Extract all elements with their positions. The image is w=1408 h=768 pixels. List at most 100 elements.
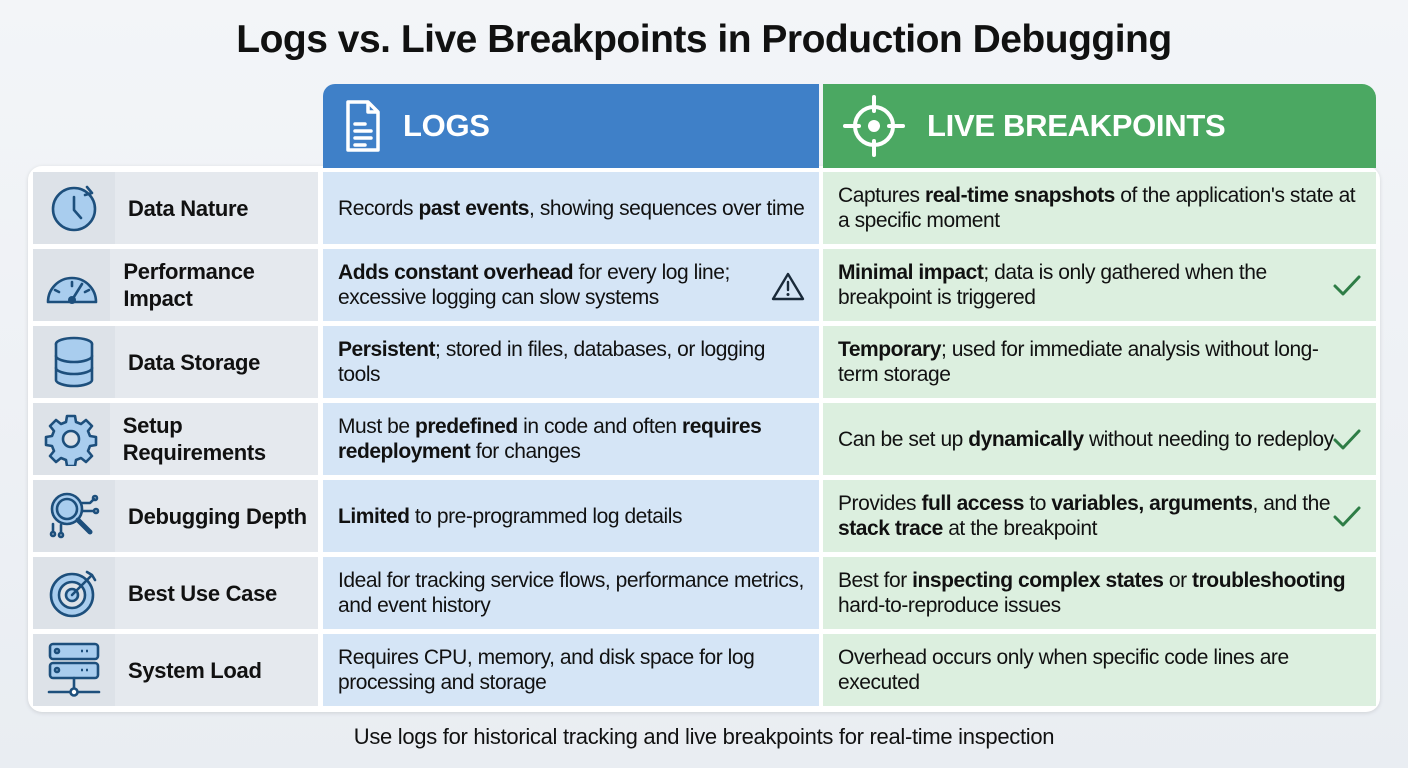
text-segment: ; stored in files, databases, or logging… [338, 338, 765, 386]
logs-cell: Requires CPU, memory, and disk space for… [323, 634, 819, 706]
text-segment: for every log line; excessive logging ca… [338, 261, 730, 309]
highlighted-text: stack trace [838, 517, 943, 540]
text-segment: to [1023, 492, 1052, 515]
live-cell: Temporary; used for immediate analysis w… [823, 326, 1376, 398]
text-segment: hard-to-reproduce issues [838, 594, 1061, 617]
highlighted-text: Adds constant overhead [338, 261, 574, 284]
document-icon [346, 100, 380, 152]
logs-cell: Limited to pre-programmed log details [323, 480, 819, 552]
logs-description: Records past events, showing sequences o… [338, 196, 805, 221]
live-description: Can be set up dynamically without needin… [838, 427, 1334, 452]
highlighted-text: variables, arguments [1051, 492, 1253, 515]
warning-icon [771, 271, 805, 307]
text-segment: Records [338, 196, 419, 220]
logs-description: Ideal for tracking service flows, perfor… [338, 568, 808, 618]
live-cell: Minimal impact; data is only gathered wh… [823, 249, 1376, 321]
row-label-cell: Performance Impact [33, 249, 318, 321]
live-cell: Overhead occurs only when specific code … [823, 634, 1376, 706]
footer-caption: Use logs for historical tracking and liv… [353, 724, 1055, 749]
row-label-cell: Setup Requirements [33, 403, 318, 475]
row-label-cell: Debugging Depth [33, 480, 318, 552]
table-row-data-nature: Data Nature Records past events, showing … [33, 172, 1376, 244]
text-segment: Overhead occurs only when specific code … [838, 646, 1289, 694]
live-description: Minimal impact; data is only gathered wh… [838, 260, 1358, 310]
live-description: Best for inspecting complex states or tr… [838, 568, 1358, 618]
highlighted-text: real-time snapshots [925, 184, 1115, 207]
text-segment: ; used for immediate analysis without lo… [838, 338, 1319, 386]
logs-description: Persistent; stored in files, databases, … [338, 337, 808, 387]
text-segment: for changes [470, 440, 581, 463]
logs-cell: Persistent; stored in files, databases, … [323, 326, 819, 398]
live-cell: Captures real-time snapshots of the appl… [823, 172, 1376, 244]
text-segment: Requires CPU, memory, and disk space for… [338, 646, 755, 694]
highlighted-text: full access [921, 492, 1025, 515]
text-segment: or [1163, 569, 1193, 592]
logs-description: Must be predefined in code and often req… [338, 414, 808, 464]
live-description: Captures real-time snapshots of the appl… [838, 183, 1358, 233]
highlighted-text: past events [418, 196, 530, 220]
highlighted-text: Limited [338, 504, 410, 528]
live-cell: Best for inspecting complex states or tr… [823, 557, 1376, 629]
text-segment: in code and often [517, 415, 683, 438]
highlighted-text: requires redeployment [338, 415, 762, 463]
highlighted-text: Temporary [838, 338, 941, 361]
row-label: Data Nature [128, 195, 249, 221]
row-label: Performance Impact [123, 259, 255, 311]
crosshair-icon [843, 95, 905, 157]
page-title: Logs vs. Live Breakpoints in Production … [236, 18, 1172, 61]
table-row-best-use-case: Best Use Case Ideal for tracking service … [33, 557, 1376, 629]
row-label: Best Use Case [128, 580, 277, 606]
text-segment: Must be [338, 415, 415, 438]
row-label: Debugging Depth [128, 503, 307, 529]
row-label-cell: System Load [33, 634, 318, 706]
text-segment: Best for [838, 569, 913, 592]
text-segment: Ideal for tracking service flows, perfor… [338, 569, 804, 617]
text-segment: to pre-programmed log details [409, 504, 683, 528]
row-label: Data Storage [128, 349, 261, 375]
row-label-cell: Best Use Case [33, 557, 318, 629]
column-header-logs: LOGS [323, 84, 819, 168]
logs-description: Limited to pre-programmed log details [338, 504, 682, 529]
clock-icon [33, 172, 115, 244]
text-segment: Can be set up [838, 427, 969, 451]
column-title-logs: LOGS [403, 108, 490, 143]
highlighted-text: troubleshooting [1192, 569, 1346, 592]
row-label-cell: Data Storage [33, 326, 318, 398]
table-row-performance-impact: Performance Impact Adds constant overhead… [33, 249, 1376, 321]
check-icon [1332, 427, 1362, 459]
table-row-system-load: System Load Requires CPU, memory, and dis… [33, 634, 1376, 706]
live-cell: Provides full access to variables, argum… [823, 480, 1376, 552]
logs-cell: Adds constant overhead for every log lin… [323, 249, 819, 321]
text-segment: without needing to redeploy [1083, 427, 1334, 451]
check-icon [1332, 504, 1362, 536]
highlighted-text: Persistent [338, 338, 436, 361]
speedometer-icon [33, 249, 111, 321]
text-segment: , showing sequences over time [529, 196, 805, 220]
text-segment: , and the [1252, 492, 1331, 515]
column-title-live-breakpoints: LIVE BREAKPOINTS [927, 108, 1226, 143]
logs-cell: Ideal for tracking service flows, perfor… [323, 557, 819, 629]
text-segment: of the application's state at a specific… [838, 184, 1356, 232]
highlighted-text: predefined [414, 415, 518, 438]
table-row-setup-requirements: Setup Requirements Must be predefined in … [33, 403, 1376, 475]
logs-description: Adds constant overhead for every log lin… [338, 260, 808, 310]
live-description: Temporary; used for immediate analysis w… [838, 337, 1358, 387]
live-cell: Can be set up dynamically without needin… [823, 403, 1376, 475]
target-icon [33, 557, 115, 629]
table-row-data-storage: Data Storage Persistent; stored in files,… [33, 326, 1376, 398]
live-description: Provides full access to variables, argum… [838, 491, 1358, 541]
logs-cell: Records past events, showing sequences o… [323, 172, 819, 244]
logs-cell: Must be predefined in code and often req… [323, 403, 819, 475]
database-icon [33, 326, 115, 398]
highlighted-text: dynamically [968, 427, 1084, 451]
text-segment: at the breakpoint [942, 517, 1097, 540]
live-description: Overhead occurs only when specific code … [838, 645, 1358, 695]
column-header-live-breakpoints: LIVE BREAKPOINTS [823, 84, 1376, 168]
table-row-debugging-depth: Debugging Depth Limited to pre-programmed… [33, 480, 1376, 552]
row-label: System Load [128, 657, 262, 683]
text-segment: Captures [838, 184, 925, 207]
gear-icon [33, 403, 110, 475]
server-icon [33, 634, 115, 706]
row-label: Setup Requirements [122, 413, 266, 465]
magnifier-circuit-icon [33, 480, 115, 552]
